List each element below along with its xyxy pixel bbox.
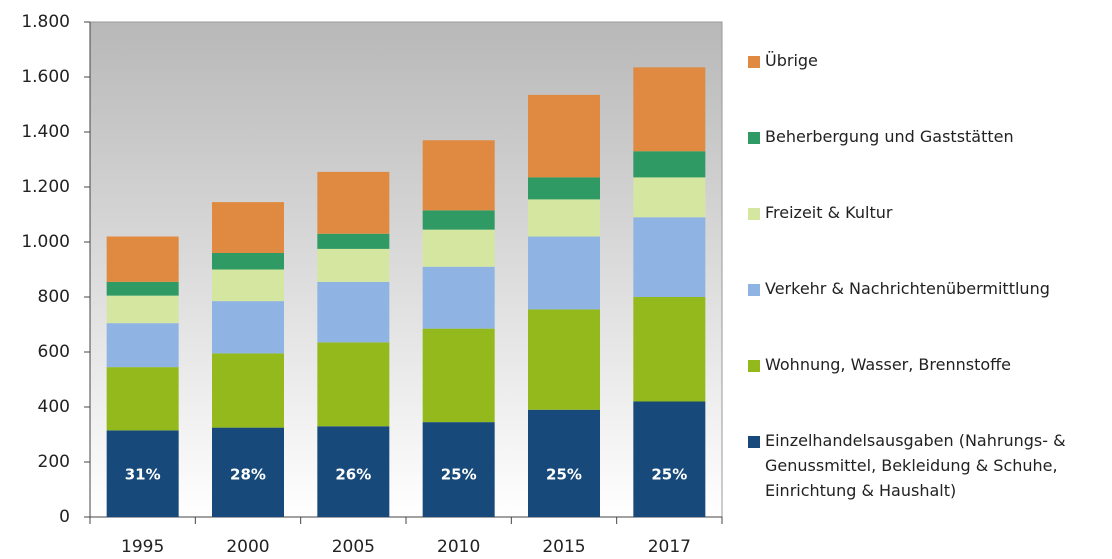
y-tick-label: 200 [38,452,70,472]
legend-item: Wohnung, Wasser, Brennstoffe [748,352,1108,428]
legend-swatch [748,132,760,144]
bar-segment [317,342,390,427]
bar-segment [422,266,495,329]
y-tick-label: 0 [59,507,70,527]
bar-segment [528,94,600,178]
share-label: 26% [335,466,371,484]
bar-segment [212,269,284,302]
share-label: 28% [230,466,266,484]
legend-swatch [748,360,760,372]
share-label: 25% [651,466,687,484]
bar-segment [422,140,495,211]
bar-segment [528,177,600,200]
legend-swatch [748,208,760,220]
bar-segment [633,217,706,297]
bar-segment [633,151,706,178]
legend-label: Verkehr & Nachrichtenübermittlung [765,279,1050,298]
y-tick-label: 400 [38,397,70,417]
bar-segment [422,328,495,423]
legend-item: Beherbergung und Gaststätten [748,124,1108,200]
bar-segment [106,281,179,296]
y-tick-label: 800 [38,287,70,307]
x-tick-label: 1995 [121,537,164,557]
bar-segment [528,409,600,517]
bar-segment [317,426,390,517]
bar-segment [633,401,706,517]
y-tick-label: 1.000 [21,232,70,252]
bar-segment [106,367,179,431]
bar-segment [528,309,600,410]
bar-segment [212,202,284,253]
x-tick-label: 2015 [542,537,585,557]
legend-label: Freizeit & Kultur [765,203,893,222]
share-label: 25% [546,466,582,484]
x-tick-label: 2010 [437,537,480,557]
bar-segment [106,236,179,282]
bar-segment [633,177,706,218]
bar-segment [528,236,600,310]
y-tick-label: 1.800 [21,12,70,32]
legend-label: Wohnung, Wasser, Brennstoffe [765,355,1012,374]
bar-segment [317,248,390,282]
plot-area [89,21,723,518]
bar-segment [212,253,284,270]
y-tick-label: 1.400 [21,122,70,142]
bar-segment [317,171,390,234]
legend-label: Einzelhandelsausgaben (Nahrungs- & Genus… [765,431,1066,500]
bar-segment [212,353,284,428]
legend-item: Einzelhandelsausgaben (Nahrungs- & Genus… [748,428,1108,504]
legend-label: Beherbergung und Gaststätten [765,127,1014,146]
bar-segment [422,210,495,230]
legend-item: Übrige [748,48,1108,124]
y-tick-label: 1.200 [21,177,70,197]
x-tick-label: 2017 [648,537,691,557]
bar-segment [106,323,179,368]
legend: Übrige Beherbergung und Gaststätten Freize… [748,48,1108,504]
legend-label: Übrige [765,51,818,70]
share-label: 25% [441,466,477,484]
bar-segment [212,301,284,354]
legend-item: Freizeit & Kultur [748,200,1108,276]
bar-segment [422,229,495,267]
x-tick-label: 2005 [332,537,375,557]
y-tick-label: 600 [38,342,70,362]
bar-segment [317,233,390,249]
legend-swatch [748,284,760,296]
bar-segment [528,199,600,237]
legend-item: Verkehr & Nachrichtenübermittlung [748,276,1108,352]
share-label: 31% [125,466,161,484]
bar-segment [106,430,179,517]
y-tick-label: 1.600 [21,67,70,87]
bar-segment [106,295,179,324]
legend-swatch [748,436,760,448]
bar-segment [633,67,706,152]
x-tick-label: 2000 [226,537,269,557]
bar-segment [317,281,390,343]
bar-segment [212,427,284,517]
bar-segment [422,422,495,517]
legend-swatch [748,56,760,68]
bar-segment [633,297,706,402]
